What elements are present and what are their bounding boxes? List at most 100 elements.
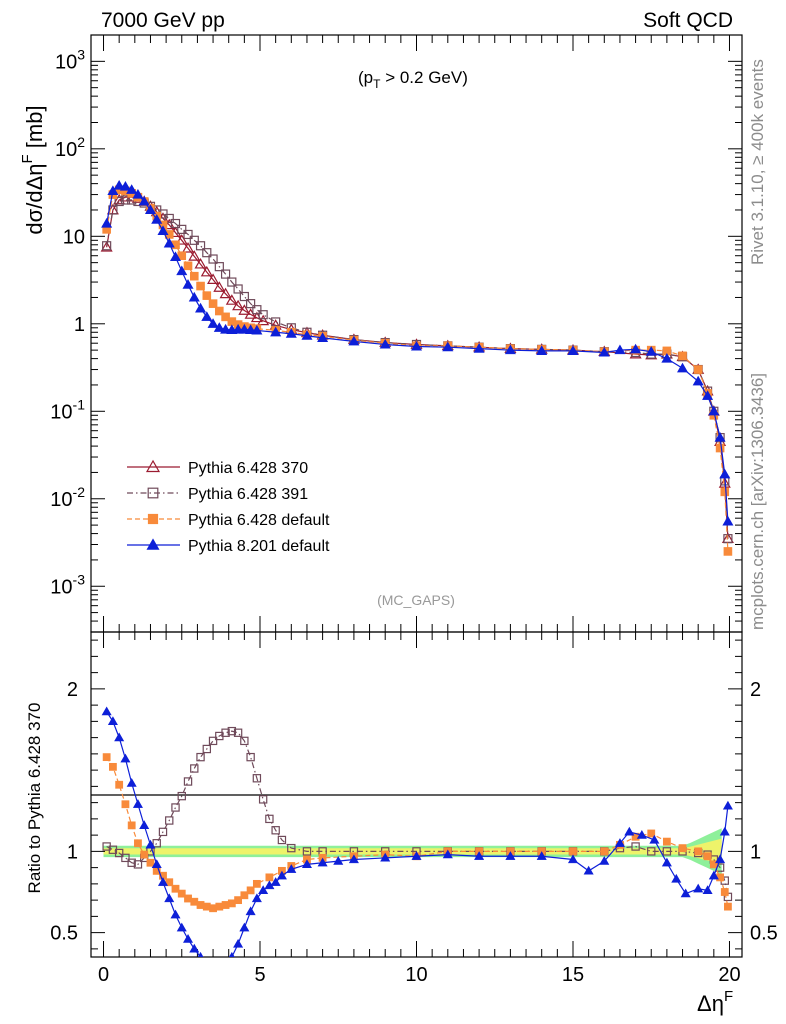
main-y-tick-label: 1 [74,314,85,336]
data-point [252,305,262,315]
data-point [213,322,225,332]
legend: Pythia 6.428 370 Pythia 6.428 391 Pythia 6… [127,459,330,555]
ratio-data-point [631,842,640,851]
ratio-y-axis: 0.5 0.5 1 1 2 2 [50,639,778,950]
ratio-series-pythia-6-428-default [102,753,732,913]
ratio-y-tick-label-right: 1 [750,841,761,863]
ratio-data-point [127,858,136,867]
data-point [715,443,725,453]
data-point [183,229,193,240]
ratio-data-point [120,753,131,763]
data-point [188,250,201,261]
ratio-data-point [270,877,281,886]
main-y-tick-label: 10 [63,226,85,248]
ratio-data-point [703,852,712,861]
main-y-tick-label: 102 [55,134,85,161]
data-point [169,251,182,262]
ratio-data-point [176,922,187,932]
main-y-axis-title: dσ/dΔηF [mb] [19,105,47,234]
ratio-data-point [233,938,244,948]
data-point [183,261,193,271]
main-y-axis-title-sup: F [19,154,36,163]
data-point [177,224,187,234]
ratio-data-point [301,859,312,869]
main-y-tick-label-exp: 3 [77,46,85,62]
data-point [102,241,112,251]
legend-label: Pythia 6.428 370 [188,460,308,477]
ratio-data-point [171,884,180,893]
ratio-data-point [694,847,703,856]
ratio-data-point [109,762,117,771]
x-tick-label: 0 [98,964,109,986]
data-point [504,344,516,355]
data-point [195,241,206,251]
data-point [719,468,731,479]
data-point [126,184,138,194]
ratio-data-point [228,951,235,957]
ratio-data-point [121,853,130,863]
data-point [567,345,579,355]
x-axis-title: ΔηF [697,988,733,1016]
data-point [225,294,238,305]
x-axis-title-sup: F [724,988,733,1005]
data-point [208,299,218,308]
cut-annotation-sub: T [373,77,381,91]
ratio-data-point [624,826,635,836]
ratio-data-point [649,834,660,844]
main-y-tick-label-exp: -2 [73,484,86,500]
ratio-series-pythia-8-201-default [101,706,733,957]
data-point [598,346,610,357]
main-y-tick-label: 10-1 [50,396,85,423]
data-point [208,254,218,264]
ratio-data-point [151,859,162,869]
ratio-data-point [234,896,243,905]
data-point [207,273,220,284]
ratio-y-tick-label: 2 [67,679,78,701]
data-point [163,237,175,248]
data-point [233,284,243,294]
ratio-data-point [569,847,577,856]
ratio-data-point [158,827,168,837]
ratio-data-point [715,854,726,864]
ratio-data-point [246,886,255,895]
cut-annotation: (pT > 0.2 GeV) [358,68,468,91]
ratio-data-point [302,847,312,856]
legend-marker [147,513,159,525]
data-point [200,265,213,277]
data-point [473,343,485,353]
ratio-data-point [583,865,594,875]
ratio-data-point [145,839,156,849]
data-point [702,390,714,400]
main-y-axis-title-text: dσ/dΔη [22,163,47,234]
data-point [188,291,200,302]
ratio-data-point [171,803,180,812]
data-point [661,353,673,363]
data-point [113,179,125,190]
data-point [238,304,251,315]
data-point [202,291,212,300]
data-point [175,234,188,245]
data-point [138,195,150,206]
ratio-data-point [442,849,453,859]
ratio-series-line [106,756,729,909]
ratio-data-point [127,821,136,830]
ratio-data-point [693,883,704,893]
x-tick-label: 10 [405,964,427,986]
series-pythia-8-201-default [101,179,734,526]
ratio-data-point [233,728,243,737]
legend-marker [145,459,161,473]
ratio-data-point [189,943,200,953]
data-point [720,487,730,497]
ratio-data-point [647,847,656,856]
ratio-data-point [221,728,230,737]
data-point [348,335,360,346]
x-axis-title-text: Δη [697,991,724,1016]
data-point [301,330,313,340]
cut-annotation-rest: > 0.2 GeV) [380,68,467,87]
ratio-data-point [126,778,137,787]
ratio-data-point [505,851,516,860]
ratio-data-point [114,848,124,858]
ratio-data-point [252,774,262,783]
main-y-tick-label: 103 [55,46,85,73]
